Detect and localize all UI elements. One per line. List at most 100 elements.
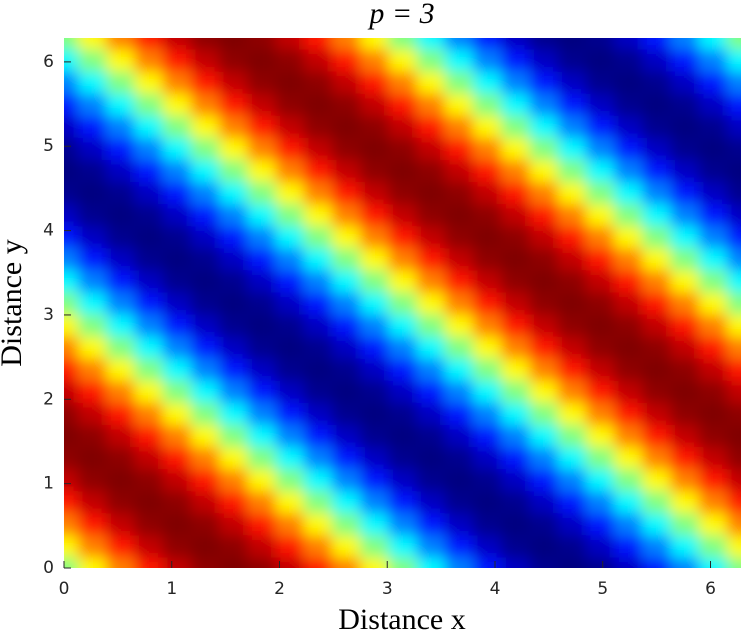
heatmap-cell [557,38,587,50]
heatmap-cell [416,93,446,116]
heatmap-cell [78,534,107,558]
heatmap-cell [698,534,728,558]
heatmap-cell [64,71,79,94]
x-tick-label: 1 [166,579,177,599]
heatmap-cell [106,159,136,183]
heatmap-cell [303,358,333,381]
heatmap-cell [388,446,418,470]
heatmap-cell [642,314,671,337]
heatmap-cell [698,358,728,381]
heatmap-cell [331,203,361,227]
heatmap-cell [670,358,700,381]
heatmap-cell [388,93,418,116]
heatmap-cell [78,556,107,568]
heatmap-cell [162,314,192,337]
heatmap-cell [303,556,333,568]
heatmap-cell [331,314,361,337]
heatmap-cell [388,38,418,50]
heatmap-cell [247,468,277,492]
heatmap-cell [557,291,587,315]
heatmap-cell [275,512,305,536]
heatmap-cell [190,71,220,94]
heatmap-cell [331,556,361,568]
heatmap-cell [190,490,220,514]
x-tick-label: 2 [274,579,285,599]
heatmap-cell [416,336,446,359]
heatmap-cell [247,203,277,227]
heatmap-cell [726,336,741,359]
heatmap-cell [585,336,615,359]
heatmap-cell [78,490,107,514]
heatmap-cell [444,534,474,558]
heatmap-cell [134,38,164,50]
heatmap-cell [106,534,136,558]
heatmap-cell [303,512,333,536]
heatmap-cell [106,71,136,94]
heatmap-cell [78,181,107,205]
heatmap-cell [64,203,79,227]
heatmap-cell [416,38,446,50]
heatmap-cell [557,424,587,448]
heatmap-cell [642,534,671,558]
heatmap-cell [529,336,559,359]
heatmap-cell [247,490,277,514]
heatmap-cell [360,93,389,116]
heatmap-cell [275,380,305,403]
heatmap-cell [444,225,474,249]
heatmap-cell [473,225,502,249]
heatmap-cell [219,468,248,492]
heatmap-cell [642,336,671,359]
chart-title: p = 3 [367,0,434,30]
heatmap-cell [614,336,643,359]
heatmap-cell [219,225,248,249]
heatmap-cell [331,336,361,359]
heatmap-cell [585,71,615,94]
heatmap-cell [416,402,446,425]
heatmap-cell [473,203,502,227]
heatmap-cell [219,314,248,337]
heatmap-cell [78,247,107,271]
heatmap-cell [360,247,389,271]
heatmap-cell [106,358,136,381]
heatmap-cell [726,115,741,138]
heatmap-cell [444,38,474,50]
heatmap-cell [614,380,643,403]
heatmap-cell [106,49,136,72]
heatmap-cell [444,490,474,514]
heatmap-cell [444,468,474,492]
heatmap-cell [473,38,502,50]
heatmap-cell [303,402,333,425]
heatmap-cell [275,291,305,315]
heatmap-cell [247,71,277,94]
heatmap-cell [529,291,559,315]
heatmap-cell [614,71,643,94]
heatmap-cell [614,291,643,315]
heatmap-cell [473,512,502,536]
heatmap-cell [78,225,107,249]
heatmap-cell [134,203,164,227]
heatmap-cell [331,291,361,315]
heatmap-cell [642,225,671,249]
heatmap-cell [303,159,333,183]
heatmap-cell [698,468,728,492]
heatmap-cell [64,512,79,536]
heatmap-cell [501,314,530,337]
heatmap-cell [106,402,136,425]
heatmap-cell [557,512,587,536]
heatmap-cell [219,490,248,514]
heatmap-cell [275,402,305,425]
heatmap-cell [78,380,107,403]
heatmap-cell [614,49,643,72]
heatmap-cell [106,291,136,315]
heatmap-cell [219,38,248,50]
heatmap-cell [64,247,79,271]
heatmap-cell [642,490,671,514]
heatmap-cell [64,446,79,470]
heatmap-cell [726,446,741,470]
heatmap-cell [162,93,192,116]
heatmap-cell [473,71,502,94]
heatmap-cell [726,424,741,448]
heatmap-cell [106,424,136,448]
heatmap-cell [64,556,79,568]
heatmap-cell [642,49,671,72]
